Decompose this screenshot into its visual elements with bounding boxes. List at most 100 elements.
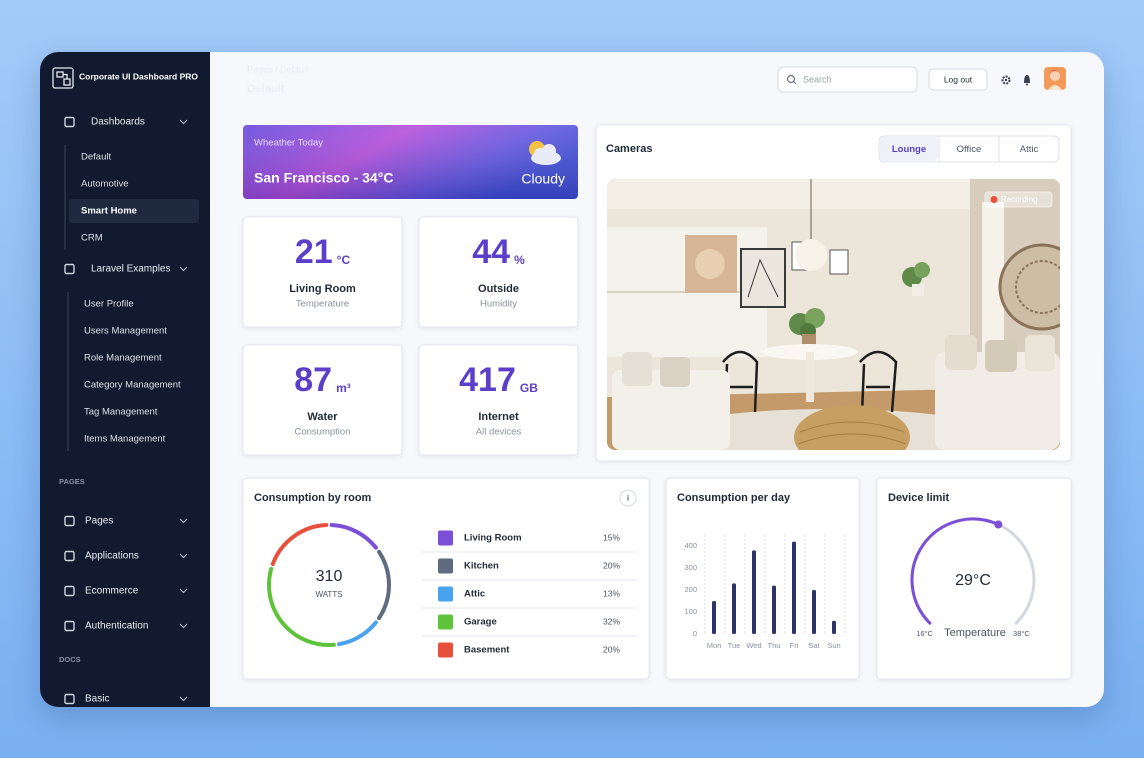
camera-feed	[607, 179, 1060, 450]
section-heading: PAGES	[59, 477, 85, 486]
x-tick-label: Tue	[728, 641, 741, 650]
gauge-value	[910, 517, 1000, 625]
stat-card	[242, 344, 403, 456]
chevron[interactable]	[179, 266, 188, 272]
search-placeholder: Search	[803, 74, 832, 84]
avatar[interactable]	[1044, 67, 1066, 90]
x-tick-label: Mon	[707, 641, 722, 650]
chevron[interactable]	[179, 119, 188, 125]
menu-item[interactable]: Ecommerce	[85, 586, 139, 597]
gauge-tick-label: 16°C	[916, 629, 933, 638]
menu-item[interactable]: Basic	[85, 694, 109, 705]
weather-location: San Francisco - 34°C	[254, 170, 393, 186]
recording-dot	[990, 196, 998, 203]
stat-value: 44	[472, 233, 510, 271]
menu-icon	[64, 515, 75, 527]
stat-unit: °C	[337, 253, 351, 267]
info-button[interactable]	[619, 489, 637, 507]
submenu-item[interactable]: Smart Home	[81, 206, 137, 217]
active-item-bg	[69, 199, 199, 223]
legend-value: 15%	[603, 532, 620, 542]
stat-value-text: 417 GB	[459, 361, 538, 399]
bar	[712, 601, 716, 634]
gauge-value-label: 29°C	[955, 572, 991, 589]
stat-label: Outside	[478, 283, 519, 295]
tab-active-bg[interactable]	[880, 137, 938, 161]
search-field[interactable]	[777, 66, 918, 93]
info-icon[interactable]: i	[627, 495, 629, 502]
logout-button[interactable]	[928, 68, 988, 91]
legend-label: Kitchen	[464, 561, 499, 572]
app-window: Corporate UI Dashboard PRO Pages / Defau…	[40, 52, 1104, 707]
card-title: Consumption per day	[677, 492, 791, 504]
recording-badge	[984, 191, 1053, 208]
legend-value: 13%	[603, 588, 620, 598]
chevron[interactable]	[179, 623, 188, 629]
y-tick-label: 400	[684, 541, 697, 550]
chevron[interactable]	[179, 588, 188, 594]
gauge-knob	[994, 520, 1003, 529]
bar	[732, 583, 736, 634]
search-box[interactable]: Search	[777, 66, 918, 93]
menu-icon	[64, 585, 75, 597]
stat-label: Living Room	[289, 283, 356, 295]
bar	[752, 550, 756, 634]
gauge-tick-label: 38°C	[1013, 629, 1030, 638]
menu-item[interactable]: Dashboards	[91, 117, 145, 128]
card-title: Cameras	[606, 143, 652, 155]
settings-icon[interactable]	[1001, 75, 1011, 85]
submenu-item[interactable]: Role Management	[84, 353, 162, 364]
chevron[interactable]	[179, 518, 188, 524]
menu-item[interactable]: Pages	[85, 516, 113, 527]
section-heading: DOCS	[59, 655, 81, 664]
bar	[792, 541, 796, 634]
camera-timestamp: 17.05.2021 4:34PM	[617, 193, 709, 205]
donut-segment	[337, 620, 378, 647]
weather-shade	[243, 125, 578, 199]
bar	[772, 585, 776, 634]
menu-icon	[64, 116, 75, 128]
stat-value: 87	[294, 361, 332, 399]
menu-item[interactable]: Applications	[85, 551, 139, 562]
submenu-item[interactable]: Default	[81, 152, 111, 163]
submenu-item[interactable]: Users Management	[84, 326, 167, 337]
breadcrumb: Pages / Default	[247, 64, 309, 74]
menu-item[interactable]: Authentication	[85, 621, 148, 632]
chevron[interactable]	[179, 553, 188, 559]
submenu-item[interactable]: CRM	[81, 233, 103, 244]
notifications-icon[interactable]	[1024, 75, 1030, 86]
stat-value-text: 87 m³	[294, 361, 351, 399]
camera-tab[interactable]: Attic	[1020, 144, 1039, 155]
legend-swatch	[438, 586, 453, 602]
logout-label[interactable]: Log out	[944, 74, 973, 84]
submenu-item[interactable]: Items Management	[84, 434, 166, 445]
submenu-item[interactable]: Automotive	[81, 179, 129, 190]
menu-icon	[64, 550, 75, 562]
y-tick-label: 100	[684, 607, 697, 616]
stat-unit: m³	[336, 381, 351, 395]
y-tick-label: 300	[684, 563, 697, 572]
menu-item[interactable]: Laravel Examples	[91, 264, 170, 275]
device-limit-card	[876, 477, 1072, 680]
stat-label: Water	[307, 411, 338, 423]
submenu-item[interactable]: Tag Management	[84, 407, 158, 418]
bar	[832, 620, 836, 634]
stat-value: 417	[459, 361, 516, 399]
x-tick-label: Fri	[790, 641, 799, 650]
legend-swatch	[438, 530, 453, 546]
camera-tab[interactable]: Office	[957, 144, 982, 155]
weather-condition: Cloudy	[521, 171, 565, 187]
stat-sub: Consumption	[295, 427, 351, 438]
stat-label: Internet	[478, 411, 519, 423]
submenu-item[interactable]: Category Management	[84, 380, 181, 391]
card-title: Consumption by room	[254, 492, 372, 504]
chevron[interactable]	[179, 696, 188, 702]
stat-sub: All devices	[476, 427, 522, 438]
y-tick-label: 200	[684, 585, 697, 594]
legend-swatch	[438, 614, 453, 630]
stat-sub: Temperature	[296, 299, 349, 310]
legend-label: Garage	[464, 617, 497, 628]
submenu-item[interactable]: User Profile	[84, 299, 134, 310]
stat-card	[242, 216, 403, 328]
camera-tab[interactable]: Lounge	[892, 144, 926, 155]
